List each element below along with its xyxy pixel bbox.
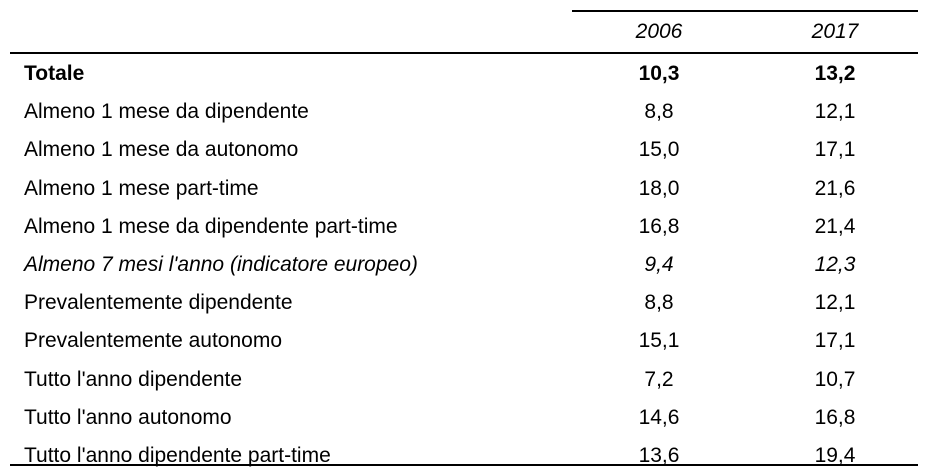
row-value-2017: 21,4 (814, 214, 856, 238)
table-row: Almeno 7 mesi l'anno (indicatore europeo… (0, 246, 942, 284)
row-value-2017: 17,1 (814, 329, 856, 353)
row-label: Tutto l'anno dipendente (24, 367, 243, 391)
row-value-2006: 18,0 (638, 176, 680, 200)
row-label: Almeno 1 mese da dipendente part-time (24, 214, 398, 238)
row-value-2006: 14,6 (638, 405, 680, 429)
row-label: Tutto l'anno dipendente part-time (24, 444, 331, 467)
row-label: Almeno 1 mese part-time (24, 176, 259, 200)
table-header-rule (10, 52, 918, 54)
table-row: Tutto l'anno dipendente part-time 13,6 19,… (0, 437, 942, 475)
row-value-2006: 16,8 (638, 214, 680, 238)
row-value-2017: 21,6 (814, 176, 856, 200)
row-value-2006: 15,1 (638, 329, 680, 353)
table-top-rule (572, 10, 918, 12)
header-year-2017: 2017 (811, 20, 859, 43)
header-year-2006: 2006 (635, 20, 683, 43)
row-value-2017: 12,1 (814, 291, 856, 315)
header-label-cell (24, 14, 564, 50)
row-value-2017: 17,1 (814, 138, 856, 162)
row-value-2006: 15,0 (638, 138, 680, 162)
table-row: Tutto l'anno autonomo 14,6 16,8 (0, 399, 942, 437)
row-label: Tutto l'anno autonomo (24, 405, 232, 429)
row-value-2006: 8,8 (644, 291, 674, 315)
row-label: Prevalentemente dipendente (24, 291, 293, 315)
row-value-2017: 19,4 (814, 444, 856, 467)
row-label: Almeno 1 mese da dipendente (24, 100, 309, 124)
row-value-2017: 16,8 (814, 405, 856, 429)
table-header-row: 2006 2017 (0, 14, 942, 50)
row-label: Totale (24, 62, 85, 85)
table-row: Tutto l'anno dipendente 7,2 10,7 (0, 361, 942, 399)
row-value-2006: 8,8 (644, 100, 674, 124)
table-row: Almeno 1 mese da dipendente part-time 16,… (0, 208, 942, 246)
row-value-2006: 10,3 (638, 62, 680, 85)
row-label: Almeno 1 mese da autonomo (24, 138, 299, 162)
table-bottom-rule (10, 464, 918, 466)
row-value-2006: 7,2 (644, 367, 674, 391)
table-row: Prevalentemente autonomo 15,1 17,1 (0, 322, 942, 360)
row-value-2017: 10,7 (814, 367, 856, 391)
table-row: Almeno 1 mese da autonomo 15,0 17,1 (0, 131, 942, 169)
row-label: Almeno 7 mesi l'anno (indicatore europeo… (24, 253, 418, 276)
row-value-2017: 12,1 (814, 100, 856, 124)
row-value-2017: 12,3 (814, 253, 856, 276)
row-label: Prevalentemente autonomo (24, 329, 282, 353)
row-value-2017: 13,2 (814, 62, 856, 85)
table-row: Prevalentemente dipendente 8,8 12,1 (0, 284, 942, 322)
row-value-2006: 13,6 (638, 444, 680, 467)
row-value-2006: 9,4 (644, 253, 674, 276)
table-row: Totale 10,3 13,2 (0, 55, 942, 93)
table-row: Almeno 1 mese part-time 18,0 21,6 (0, 170, 942, 208)
table-row: Almeno 1 mese da dipendente 8,8 12,1 (0, 93, 942, 131)
